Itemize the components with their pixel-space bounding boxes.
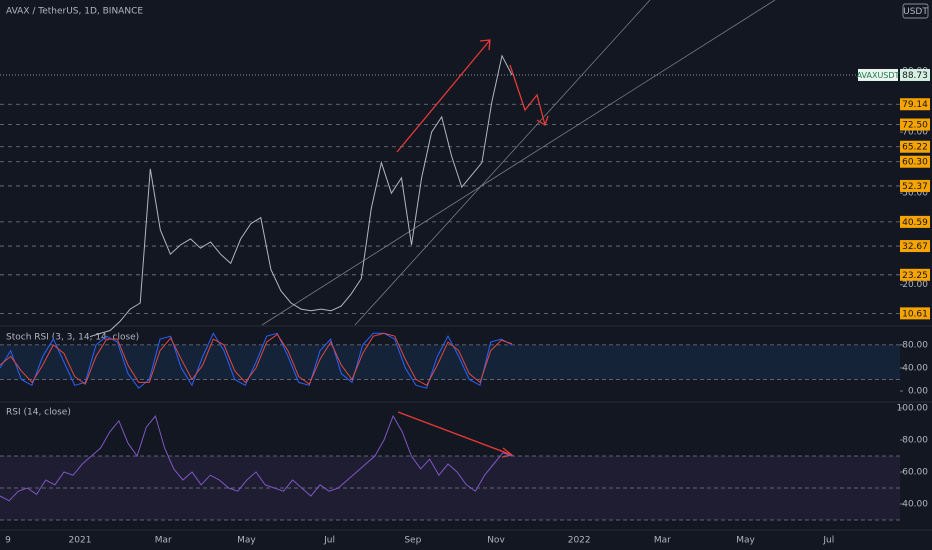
level-tag-box [900, 118, 930, 131]
trend-arrow [396, 39, 491, 153]
price-line [89, 54, 513, 338]
y-tick-label: 20.00 [902, 280, 928, 290]
x-tick-label: Mar [654, 536, 671, 546]
indicator-line [0, 414, 513, 502]
band-fill [0, 344, 900, 380]
x-tick-label: Sep [404, 536, 421, 546]
level-tag: 52.37 [900, 179, 930, 192]
indicator-line [0, 332, 513, 389]
channel-line [354, 0, 651, 326]
x-tick-label: May [237, 536, 256, 546]
level-tag-box [900, 307, 930, 320]
y-tick-label: 70.00 [902, 128, 928, 138]
x-tick-label: 2021 [69, 536, 92, 546]
level-tag-box [900, 240, 930, 253]
level-tag-label: 79.14 [902, 100, 928, 110]
x-tick-label: Nov [487, 536, 505, 546]
level-tag-box [900, 155, 930, 168]
level-tag-label: 10.61 [902, 309, 928, 319]
x-tick-label: Jul [323, 536, 335, 546]
level-tag-label: 65.22 [902, 143, 928, 153]
level-tag-label: 72.50 [902, 121, 928, 131]
indicator-title: Stoch RSI (3, 3, 14, 14, close) [6, 333, 139, 343]
currency-box[interactable] [902, 3, 929, 19]
level-tag: 32.67 [900, 240, 930, 253]
level-tag-label: 23.25 [902, 271, 928, 281]
level-tag-label: 40.59 [902, 218, 928, 228]
arrow-head [536, 115, 549, 126]
y-tick-label: 60.00 [902, 468, 928, 478]
y-tick-label: 80.00 [902, 340, 928, 350]
level-tag: 72.50 [900, 118, 930, 131]
x-tick-label: Jul [822, 536, 834, 546]
x-tick-label: Mar [155, 536, 172, 546]
level-tag-box [900, 215, 930, 228]
symbol-tag-box [858, 68, 898, 81]
level-tag: 65.22 [900, 140, 930, 153]
level-tag: 23.25 [900, 268, 930, 281]
level-tag-box [900, 179, 930, 192]
last-price-label: 88.73 [902, 71, 928, 81]
y-tick-label: 50.00 [902, 189, 928, 199]
y-tick-label: 80.00 [902, 436, 928, 446]
last-price-box [900, 68, 930, 81]
y-tick-label: 100.00 [897, 404, 929, 414]
level-tag: 79.14 [900, 98, 930, 111]
level-tag-label: 52.37 [902, 182, 928, 192]
level-tag-label: 60.30 [902, 158, 928, 168]
level-tag-box [900, 140, 930, 153]
indicator-title: RSI (14, close) [6, 408, 71, 418]
level-tag: 60.30 [900, 155, 930, 168]
currency[interactable]: USDT [903, 7, 928, 17]
level-tag-box [900, 98, 930, 111]
channel-line [261, 0, 776, 326]
level-tag-box [900, 268, 930, 281]
y-tick-label: 40.00 [902, 363, 928, 373]
chart-title: AVAX / TetherUS, 1D, BINANCE [6, 7, 143, 17]
projection-arrow [509, 64, 546, 126]
level-tag-label: 32.67 [902, 242, 928, 252]
drawings [261, 0, 776, 458]
y-tick-label: 0.00 [908, 387, 928, 397]
arrow-head [479, 39, 491, 51]
x-tick-label: May [736, 536, 755, 546]
level-tag: 40.59 [900, 215, 930, 228]
level-tag: 10.61 [900, 307, 930, 320]
x-tick-label: 9 [5, 536, 11, 546]
divergence-arrow [397, 411, 513, 456]
indicator-line [0, 332, 513, 386]
y-tick-label: 40.00 [902, 500, 928, 510]
x-tick-label: 2022 [568, 536, 591, 546]
last-price-tag: AVAXUSDT 88.73 [857, 68, 930, 81]
symbol-tag-label: AVAXUSDT [857, 71, 900, 80]
